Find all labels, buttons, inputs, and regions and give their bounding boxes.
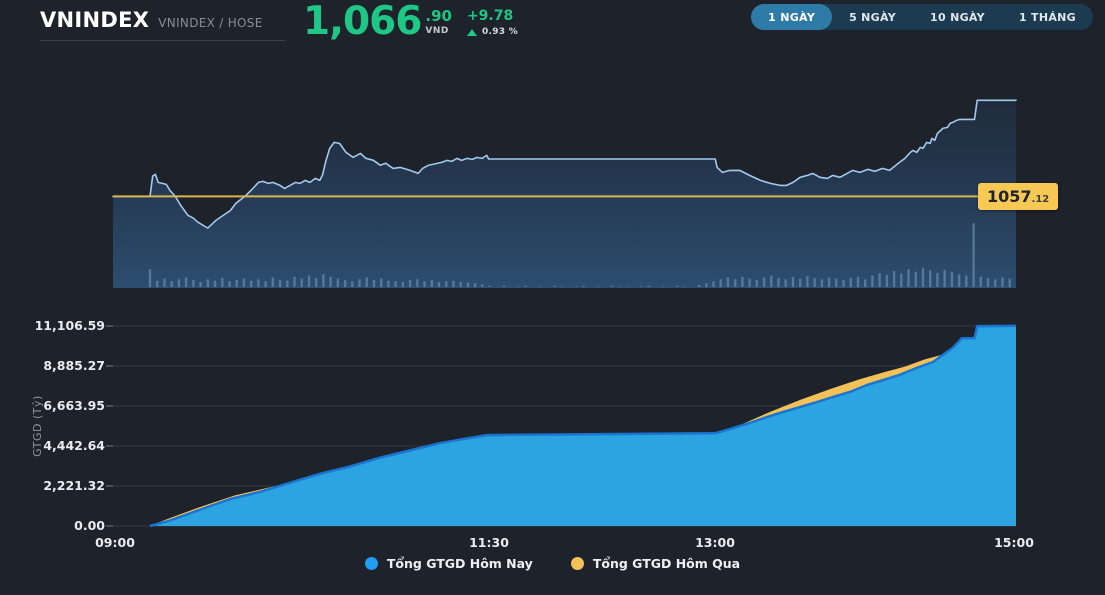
legend-label-yesterday: Tổng GTGD Hôm Qua <box>592 556 741 571</box>
legend-item-yesterday[interactable]: Tổng GTGD Hôm Qua <box>570 556 741 571</box>
price-currency: VND <box>425 26 449 36</box>
y-axis-title: GTGD (Tỷ) <box>31 395 44 457</box>
gtgd-today-edge-line <box>149 324 1017 528</box>
y-axis-tick-label: 8,885.27 <box>43 358 105 373</box>
today-series-dot-icon <box>364 557 378 570</box>
range-button-5-ngay[interactable]: 5 NGÀY <box>832 4 913 30</box>
legend-label-today: Tổng GTGD Hôm Nay <box>386 556 533 571</box>
title-underline <box>40 40 285 41</box>
x-axis-tick-label: 09:00 <box>95 535 135 550</box>
y-axis-tick-label: 11,106.59 <box>34 318 105 333</box>
gtgd-today-area <box>150 325 1016 526</box>
price-line <box>112 99 1017 229</box>
price-change: +9.78 <box>466 8 514 24</box>
price-chart[interactable] <box>112 60 1017 288</box>
reference-price-main: 1057 <box>987 186 1032 206</box>
page-title: VNINDEX <box>40 8 150 32</box>
gtgd-chart[interactable] <box>106 324 1017 528</box>
volume-bars <box>148 223 1011 287</box>
range-button-10-ngay[interactable]: 10 NGÀY <box>913 4 1002 30</box>
yesterday-series-dot-icon <box>570 557 584 570</box>
range-button-1-ngay[interactable]: 1 NGÀY <box>751 4 833 30</box>
legend-item-today[interactable]: Tổng GTGD Hôm Nay <box>364 556 533 571</box>
reference-price-label: 1057 .12 <box>978 182 1059 210</box>
price-decimal: .90 <box>425 7 452 25</box>
x-axis-tick-label: 15:00 <box>994 535 1034 550</box>
price-change-percent: 0.93 % <box>481 27 519 37</box>
x-axis-tick-label: 13:00 <box>695 535 735 550</box>
price-integer: 1,066 <box>303 0 422 44</box>
up-arrow-icon <box>466 28 477 36</box>
symbol-exchange-subtitle: VNINDEX / HOSE <box>158 16 263 30</box>
range-button-group: 1 NGÀY 5 NGÀY 10 NGÀY 1 THÁNG <box>751 4 1093 30</box>
x-axis-tick-label: 11:30 <box>469 535 509 550</box>
y-axis-tick-label: 4,442.64 <box>43 438 105 453</box>
reference-price-decimal: .12 <box>1031 193 1050 205</box>
price-area-fill <box>113 100 1016 288</box>
y-axis-tick-label: 6,663.95 <box>43 398 105 413</box>
range-button-1-thang[interactable]: 1 THÁNG <box>1002 4 1093 30</box>
y-axis-tick-label: 2,221.32 <box>43 478 105 493</box>
y-axis-tick-label: 0.00 <box>74 518 105 533</box>
chart-legend: Tổng GTGD Hôm Nay Tổng GTGD Hôm Qua <box>0 556 1105 571</box>
price-block: 1,066 .90 VND +9.78 0.93 % <box>303 2 518 42</box>
header: VNINDEX VNINDEX / HOSE <box>40 8 263 32</box>
